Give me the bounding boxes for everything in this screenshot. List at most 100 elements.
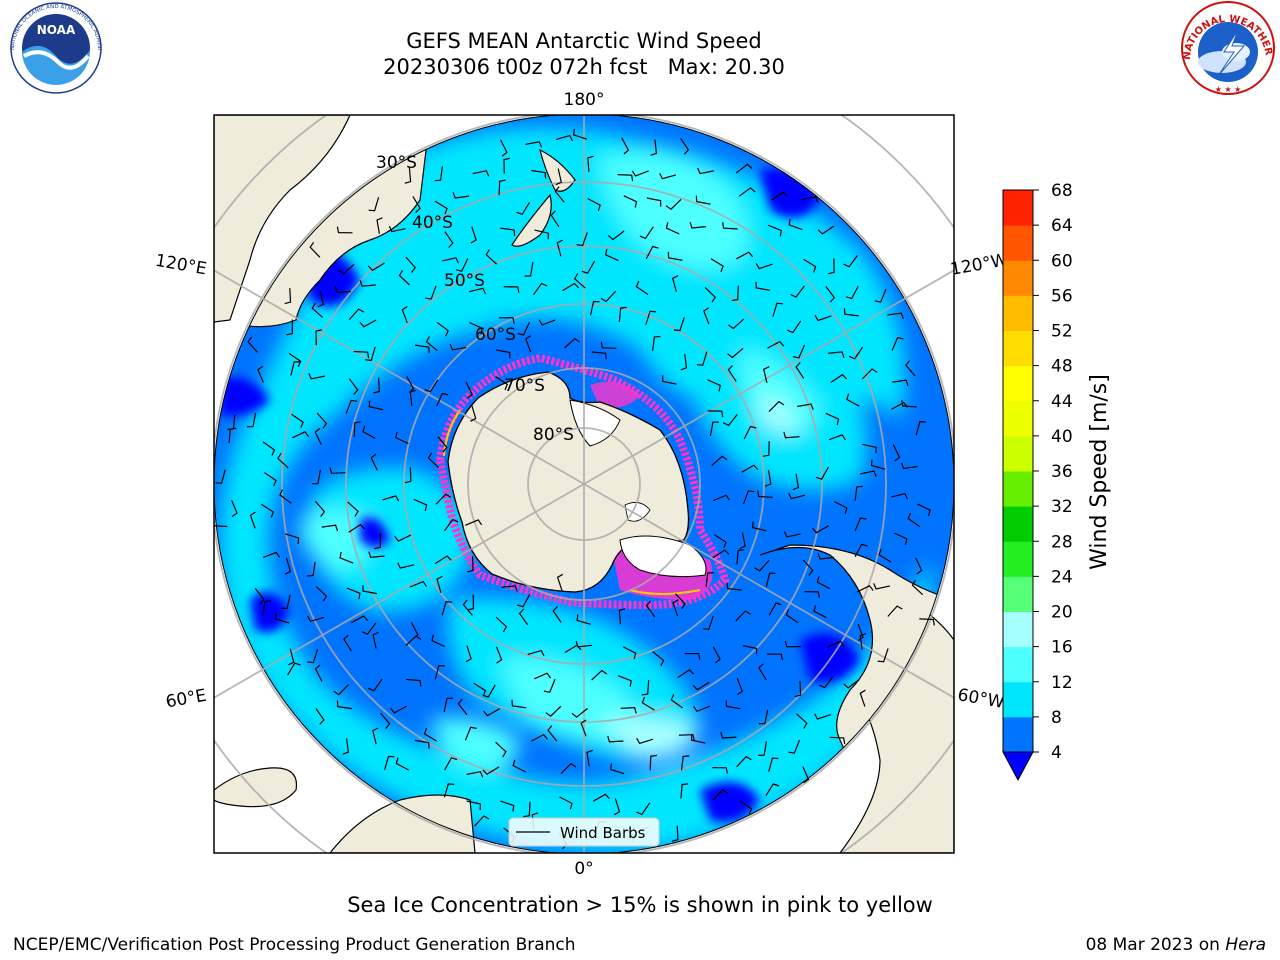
wind-barb [712, 646, 721, 664]
wind-barb [436, 575, 443, 593]
wind-barb [499, 317, 515, 324]
colorbar-tick-label: 16 [1051, 638, 1073, 658]
wind-barb [794, 681, 802, 698]
wind-barb [444, 518, 459, 532]
wind-barb [406, 678, 422, 687]
wind-barb [905, 360, 916, 377]
wind-barb [736, 549, 745, 565]
wind-barb [857, 623, 864, 642]
wind-barb [662, 375, 677, 385]
wind-barb [712, 767, 728, 774]
wind-barb [469, 287, 487, 294]
wind-barb [534, 672, 552, 680]
wind-barb [907, 512, 921, 528]
colorbar-segment [1003, 225, 1033, 261]
colorbar-segment [1003, 541, 1033, 577]
wind-barb [650, 139, 658, 156]
colorbar-extend-arrow [1002, 751, 1034, 782]
colorbar-tick-label: 12 [1051, 673, 1073, 693]
wind-barb [500, 800, 515, 812]
wind-barb [641, 680, 650, 696]
wind-barb [315, 708, 325, 725]
wind-barb [431, 634, 445, 648]
wind-barb [372, 727, 379, 745]
wind-barb [621, 137, 630, 155]
wind-barb [532, 282, 548, 296]
lat-label-30s: 30°S [376, 153, 417, 173]
wind-barb [388, 225, 406, 233]
wind-barb [254, 588, 265, 605]
wind-barb [571, 707, 588, 718]
wind-barb [543, 678, 556, 693]
wind-barb [345, 399, 358, 414]
wind-barb [348, 378, 359, 395]
lat-label-70s: 70°S [504, 376, 545, 396]
wind-barb [722, 414, 738, 427]
wind-barb [613, 798, 621, 816]
wind-barb [228, 427, 237, 444]
wind-barb [720, 732, 737, 739]
wind-barb [336, 700, 352, 710]
wind-barb [859, 633, 867, 650]
wind-barb [361, 622, 377, 635]
wind-barb [892, 379, 909, 387]
wind-barb [649, 754, 657, 771]
wind-barb [704, 287, 716, 303]
wind-barb [736, 755, 752, 768]
wind-barb [527, 649, 545, 657]
wind-barb [803, 258, 817, 273]
wind-barb [707, 410, 724, 418]
wind-barb [726, 582, 742, 591]
wind-barb [547, 725, 558, 742]
wind-barb [680, 137, 690, 155]
wind-barb [435, 493, 452, 505]
wind-barb [564, 337, 581, 349]
wind-barb [333, 684, 350, 696]
lon-label-60e: 60°E [164, 686, 208, 713]
wind-barb [859, 689, 866, 707]
wind-barb [725, 700, 741, 710]
wind-barb [517, 594, 531, 608]
colorbar-tick-label: 48 [1051, 357, 1073, 377]
wind-barb [359, 319, 377, 328]
wind-barb [795, 362, 805, 379]
wind-barb [576, 614, 591, 625]
wind-barb [610, 763, 625, 775]
wind-barb [470, 226, 477, 244]
colorbar-tick-label: 44 [1051, 392, 1073, 412]
wind-barb [353, 421, 361, 437]
wind-barb [758, 709, 769, 725]
wind-barb [398, 270, 411, 286]
wind-barb [434, 166, 443, 182]
map-frame [213, 114, 955, 854]
wind-barb [525, 141, 543, 148]
wind-barb [764, 470, 772, 487]
wind-barb [311, 302, 324, 319]
wind-barb [405, 635, 422, 647]
wind-barb [728, 318, 745, 330]
wind-barb [261, 503, 275, 518]
wind-barb [338, 264, 355, 275]
wind-barb [409, 389, 417, 407]
wind-barb [693, 705, 711, 713]
wind-barb [404, 467, 412, 484]
wind-barb [443, 783, 455, 798]
colorbar-segment [1003, 471, 1033, 507]
colorbar-segment [1003, 611, 1033, 648]
wind-barb [768, 400, 785, 413]
colorbar-tick-label: 64 [1051, 216, 1073, 236]
wind-barb [353, 350, 370, 359]
lon-label-120e: 120°E [154, 251, 208, 280]
wind-barb [828, 434, 846, 441]
wind-barb [675, 593, 686, 610]
wind-barb [339, 551, 354, 564]
wind-barb [665, 198, 682, 210]
wind-barb [284, 288, 292, 305]
wind-barb [406, 376, 415, 394]
latitude-labels: 30°S 40°S 50°S 60°S 70°S 80°S [376, 153, 574, 445]
wind-barb [678, 734, 695, 741]
wind-barb [712, 494, 730, 502]
lon-label-60w: 60°W [956, 685, 1006, 713]
wind-barb [307, 561, 316, 577]
wind-barb [604, 248, 619, 262]
